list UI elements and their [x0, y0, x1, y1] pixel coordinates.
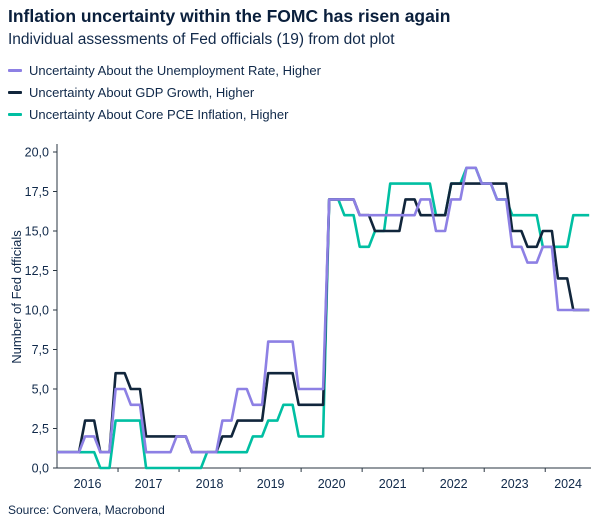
x-tick-label: 2022 [440, 477, 468, 491]
source-note: Source: Convera, Macrobond [8, 503, 165, 517]
x-tick-label: 2021 [379, 477, 407, 491]
y-tick-label: 2,5 [32, 422, 49, 436]
x-tick-label: 2023 [501, 477, 529, 491]
y-tick-label: 12,5 [25, 264, 49, 278]
x-tick-label: 2020 [318, 477, 346, 491]
y-tick-label: 17,5 [25, 185, 49, 199]
chart: 0,0 2,5 5,0 7,5 10,0 12,5 15,0 17,5 20,0 2016 2017… [25, 144, 591, 491]
axes [53, 144, 591, 472]
legend-item: Uncertainty About GDP Growth, Higher [8, 84, 321, 100]
y-tick-label: 20,0 [25, 146, 49, 160]
legend-swatch-icon [8, 68, 22, 72]
chart-title: Inflation uncertainty within the FOMC ha… [8, 6, 451, 26]
legend-item: Uncertainty About the Unemployment Rate,… [8, 62, 321, 78]
legend: Uncertainty About the Unemployment Rate,… [8, 62, 321, 122]
legend-item-label: Uncertainty About Core PCE Inflation, Hi… [29, 106, 289, 122]
x-tick-label: 2024 [554, 477, 582, 491]
legend-item-label: Uncertainty About GDP Growth, Higher [29, 84, 255, 100]
y-tick-label: 10,0 [25, 304, 49, 318]
legend-item: Uncertainty About Core PCE Inflation, Hi… [8, 106, 321, 122]
y-tick-label: 5,0 [32, 383, 49, 397]
x-tick-label: 2018 [196, 477, 224, 491]
chart-subtitle: Individual assessments of Fed officials … [8, 31, 395, 48]
y-tick-label: 7,5 [32, 343, 49, 357]
legend-swatch-icon [8, 90, 22, 94]
x-tick-label: 2017 [135, 477, 163, 491]
legend-swatch-icon [8, 112, 22, 116]
x-tick-label: 2016 [74, 477, 102, 491]
y-tick-label: 15,0 [25, 225, 49, 239]
series-line [57, 166, 590, 454]
y-tick-label: 0,0 [32, 462, 49, 476]
x-tick-label: 2019 [257, 477, 285, 491]
legend-item-label: Uncertainty About the Unemployment Rate,… [29, 62, 321, 78]
